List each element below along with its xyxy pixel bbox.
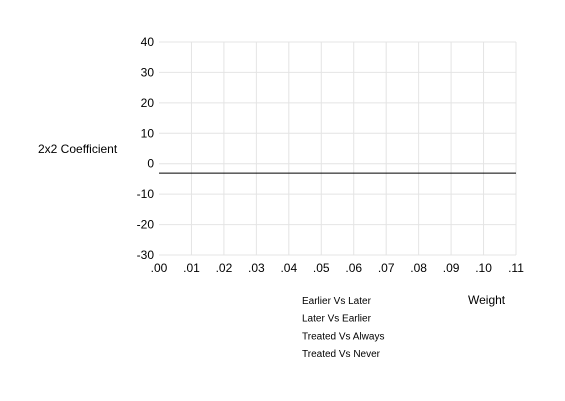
x-tick-label: .04 xyxy=(280,261,297,275)
x-tick-label: .08 xyxy=(410,261,427,275)
legend-entry: Later Vs Earlier xyxy=(302,314,372,325)
y-tick-label: 10 xyxy=(141,126,155,140)
legend-entry: Treated Vs Always xyxy=(302,331,384,342)
legend-entry: Earlier Vs Later xyxy=(302,296,372,307)
x-tick-label: .00 xyxy=(151,261,168,275)
x-axis-ticks: .00 .01 .02 .03 .04 .05 .06 .07 .08 .09 .10 .11 xyxy=(151,261,525,275)
x-tick-label: .02 xyxy=(216,261,233,275)
y-tick-label: 0 xyxy=(147,157,154,171)
x-tick-label: .07 xyxy=(378,261,395,275)
x-tick-label: .05 xyxy=(313,261,330,275)
x-tick-label: .11 xyxy=(508,261,524,275)
y-tick-label: 40 xyxy=(141,35,155,49)
legend: Earlier Vs Later Later Vs Earlier Treated … xyxy=(302,296,384,360)
y-tick-label: 20 xyxy=(141,96,155,110)
y-tick-label: -20 xyxy=(137,218,155,232)
x-tick-label: .03 xyxy=(248,261,265,275)
x-tick-label: .09 xyxy=(443,261,460,275)
x-tick-label: .01 xyxy=(183,261,200,275)
legend-entry: Treated Vs Never xyxy=(302,349,381,360)
y-axis-title: 2x2 Coefficient xyxy=(38,142,118,156)
grid xyxy=(159,42,516,255)
x-tick-label: .06 xyxy=(345,261,362,275)
y-tick-label: -10 xyxy=(137,187,155,201)
x-axis-title: Weight xyxy=(468,293,506,307)
y-tick-label: -30 xyxy=(137,248,155,262)
y-tick-label: 30 xyxy=(141,65,155,79)
x-tick-label: .10 xyxy=(475,261,492,275)
y-axis-ticks: 40 30 20 10 0 -10 -20 -30 xyxy=(137,35,155,262)
